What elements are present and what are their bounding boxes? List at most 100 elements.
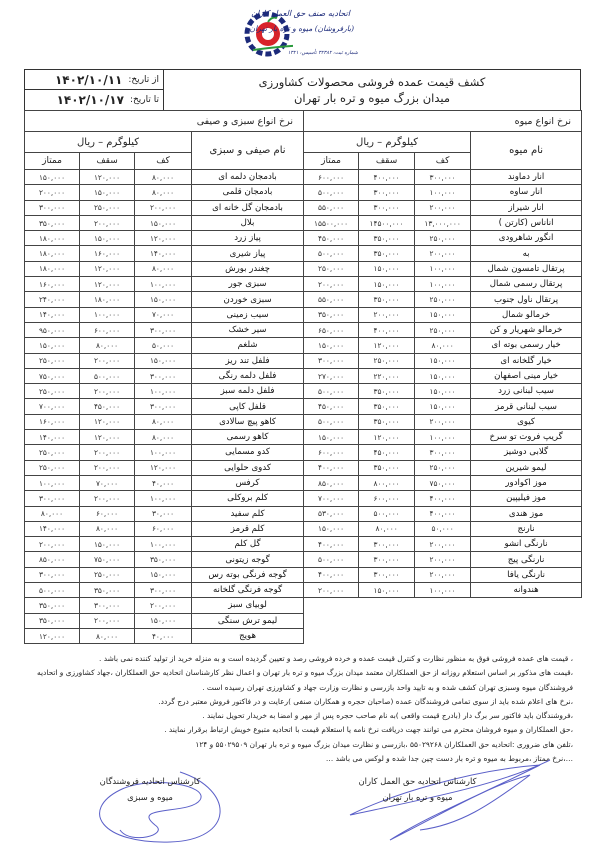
signature-right-icon [349, 759, 551, 841]
fruit-name: خیار گلخانه ای [470, 352, 583, 369]
table-row: لوبیای سبز ۲۰۰,۰۰۰ ۳۰۰,۰۰۰ ۳۵۰,۰۰۰ [23, 597, 582, 614]
fruit-name [471, 598, 582, 613]
fruit-low-price: ۱۵۰,۰۰۰ [414, 352, 472, 369]
vegetable-low-header: کف [134, 152, 193, 170]
fruit-premium-price [304, 598, 359, 613]
table-row: پرتقال تامسون شمال ۱۰۰,۰۰۰ ۱۵۰,۰۰۰ ۲۵۰,۰۰۰ چ… [23, 260, 583, 278]
vegetable-low-price: ۱۵۰,۰۰۰ [134, 612, 193, 629]
table-row: خیار مینی اصفهان ۱۵۰,۰۰۰ ۲۲۰,۰۰۰ ۲۷۰,۰۰۰ فلف… [23, 367, 583, 385]
vegetable-name: بادمجان قلمی [191, 184, 305, 201]
fruit-premium-price: ۶۵۰,۰۰۰ [303, 321, 360, 339]
from-date-value: ۱۴۰۲/۱۰/۱۱ [54, 72, 123, 87]
vegetable-premium-price: ۲۵۰,۰۰۰ [23, 383, 81, 400]
fruit-premium-header: ممتاز [303, 152, 360, 170]
fruit-low-price: ۱۵۰,۰۰۰ [414, 383, 472, 400]
fruit-low-price: ۲۵۰,۰۰۰ [414, 321, 472, 339]
vegetable-premium-price: ۱۴۰,۰۰۰ [23, 429, 81, 446]
fruit-high-price: ۵۰۰,۰۰۰ [358, 505, 416, 522]
fruit-high-price: ۴۵۰,۰۰۰ [358, 444, 416, 461]
vegetable-high-price: ۱۲۰,۰۰۰ [79, 276, 136, 293]
document-title: کشف قیمت عمده فروشی محصولات کشاورزی میدا… [163, 70, 580, 110]
vegetable-high-price: ۱۸۰,۰۰۰ [79, 291, 136, 308]
vegetable-low-price: ۱۵۰,۰۰۰ [134, 352, 193, 369]
fruit-high-price: ۲۲۰,۰۰۰ [358, 367, 416, 385]
vegetable-low-price: ۱۰۰,۰۰۰ [134, 276, 193, 293]
fruit-premium-price: ۵۰۰,۰۰۰ [303, 413, 360, 431]
fruit-premium-price: ۳۰۰,۰۰۰ [303, 352, 360, 369]
vegetable-premium-price: ۲۵۰,۰۰۰ [23, 444, 81, 461]
vegetable-name: کاهو رسمی [191, 429, 305, 446]
vegetable-name: هویج [191, 627, 305, 645]
signature-left-icon [99, 771, 221, 843]
vegetable-name: گل کلم [191, 536, 305, 553]
fruit-premium-price: ۲۰۰,۰۰۰ [303, 276, 360, 293]
fruit-low-price: ۸۰,۰۰۰ [414, 337, 472, 354]
vegetable-low-price: ۴۰,۰۰۰ [134, 627, 193, 645]
fruit-premium-price: ۴۰۰,۰۰۰ [303, 459, 360, 476]
table-row: انگور شاهرودی ۲۵۰,۰۰۰ ۳۵۰,۰۰۰ ۴۵۰,۰۰۰ پیاز ز… [23, 230, 583, 247]
fruit-premium-price: ۶۰۰,۰۰۰ [303, 444, 360, 461]
logo-line-1: اتحادیه صنف حق العمل کاران [251, 9, 350, 18]
fruit-high-price: ۶۰۰,۰۰۰ [358, 490, 416, 507]
fruit-high-price: ۱۵۰,۰۰۰ [358, 260, 416, 278]
vegetable-name: سیر خشک [191, 321, 305, 339]
vegetable-high-price: ۲۰۰,۰۰۰ [79, 352, 136, 369]
logo-registration: شماره ثبت: ۳۲۳۸۲ تأسیس: ۱۳۲۱ [287, 50, 358, 56]
vegetable-name: کرفس [191, 474, 305, 492]
fruit-name: انار دماوند [470, 168, 583, 186]
fruit-high-price: ۱۵۰,۰۰۰ [358, 582, 416, 599]
vegetable-premium-price: ۵۰۰,۰۰۰ [23, 582, 81, 599]
fruit-name: پرتقال تامسون شمال [470, 260, 583, 278]
table-row: پرتقال رسمی شمال ۱۰۰,۰۰۰ ۱۵۰,۰۰۰ ۲۰۰,۰۰۰ سبز… [23, 276, 583, 293]
fruit-low-price: ۱۰۰,۰۰۰ [414, 260, 472, 278]
vegetable-high-price: ۲۵۰,۰۰۰ [79, 566, 136, 584]
vegetable-high-price: ۲۰۰,۰۰۰ [79, 444, 136, 461]
fruit-name: انار ساوه [470, 184, 583, 201]
fruit-low-price: ۱۵۰,۰۰۰ [414, 367, 472, 385]
fruit-high-price: ۳۵۰,۰۰۰ [358, 398, 416, 415]
document-header: کشف قیمت عمده فروشی محصولات کشاورزی میدا… [24, 69, 581, 111]
title-line-1: کشف قیمت عمده فروشی محصولات کشاورزی [258, 75, 486, 89]
fruit-high-price: ۱۲۰,۰۰۰ [358, 337, 416, 354]
table-row: لیمو ترش سنگی ۱۵۰,۰۰۰ ۲۰۰,۰۰۰ ۳۵۰,۰۰۰ [23, 612, 582, 629]
vegetable-premium-price: ۱۶۰,۰۰۰ [23, 276, 81, 293]
fruit-premium-price: ۷۰۰,۰۰۰ [303, 490, 360, 507]
vegetable-name: گوجه فرنگی گلخانه [191, 582, 305, 599]
table-row: نارنج ۵۰,۰۰۰ ۸۰,۰۰۰ ۱۵۰,۰۰۰ کلم قرمز ۶۰,۰۰۰ ۸۰… [23, 520, 583, 538]
vegetable-high-price: ۶۰,۰۰۰ [79, 505, 136, 522]
fruit-high-price: ۳۵۰,۰۰۰ [358, 459, 416, 476]
fruit-premium-price: ۱۵۰,۰۰۰ [303, 520, 360, 538]
vegetable-high-price: ۱۶۰,۰۰۰ [79, 245, 136, 262]
fruit-name: نارنگی انشو [470, 536, 583, 553]
fruit-low-price [415, 598, 471, 613]
vegetable-high-price: ۲۵۰,۰۰۰ [79, 199, 136, 216]
table-row: گریپ فروت تو سرخ ۱۰۰,۰۰۰ ۱۲۰,۰۰۰ ۱۵۰,۰۰۰ کاه… [23, 429, 583, 446]
vegetable-high-price: ۱۵۰,۰۰۰ [79, 230, 136, 247]
fruit-name: خرمالو شهریار و کن [470, 321, 583, 339]
note-line: ،قیمت های مذکور بر اساس استعلام روزانه ا… [37, 668, 573, 692]
signature-right-subtitle: میوه و تره بار تهران [382, 792, 453, 802]
fruit-high-price: ۱۲۰,۰۰۰ [358, 429, 416, 446]
vegetable-low-price: ۳۰۰,۰۰۰ [134, 582, 193, 599]
vegetable-low-price: ۸۰,۰۰۰ [134, 413, 193, 431]
vegetable-name: بادمجان دلمه ای [191, 168, 305, 186]
fruit-premium-price: ۱۵۵۰۰,۰۰۰ [303, 214, 360, 232]
fruit-high-price: ۲۰۰,۰۰۰ [358, 306, 416, 323]
fruit-premium-price: ۲۵۰,۰۰۰ [303, 260, 360, 278]
vegetable-high-header: سقف [79, 152, 136, 170]
fruit-name: خیار مینی اصفهان [470, 367, 583, 385]
vegetable-low-price: ۱۲۰,۰۰۰ [134, 230, 193, 247]
vegetable-high-price: ۳۰۰,۰۰۰ [79, 597, 136, 614]
vegetable-low-price: ۳۰,۰۰۰ [134, 505, 193, 522]
fruit-high-header: سقف [358, 152, 416, 170]
vegetable-premium-price: ۷۰۰,۰۰۰ [23, 398, 81, 415]
table-row: انار شیراز ۲۰۰,۰۰۰ ۳۰۰,۰۰۰ ۵۵۰,۰۰۰ بادمجان گ… [23, 199, 583, 216]
fruit-premium-price: ۸۵۰,۰۰۰ [303, 474, 360, 492]
vegetable-name: سیب زمینی [191, 306, 305, 323]
fruit-premium-price [304, 613, 359, 628]
fruit-premium-price [304, 628, 359, 643]
fruit-low-price: ۲۵۰,۰۰۰ [414, 230, 472, 247]
vegetable-low-price: ۱۰۰,۰۰۰ [134, 383, 193, 400]
fruit-high-price [359, 628, 415, 643]
note-line: ،تلفن های ضروری :اتحادیه حق العملکاران ۵… [195, 739, 573, 749]
